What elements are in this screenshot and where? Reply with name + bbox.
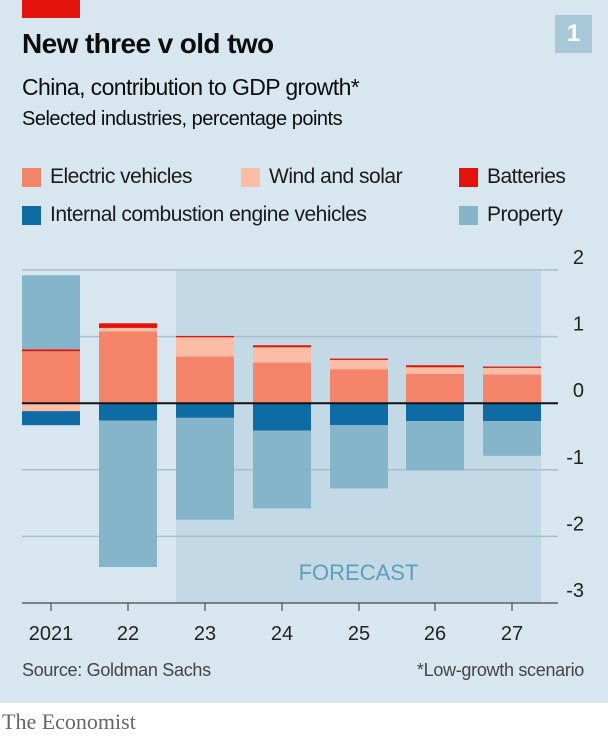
legend-item-wind-solar: Wind and solar xyxy=(241,165,403,189)
y-tick-label: 2 xyxy=(573,247,584,269)
bar-segment-wind-and-solar xyxy=(483,367,541,375)
x-tick-label: 2021 xyxy=(29,623,74,645)
legend-label: Batteries xyxy=(487,165,566,188)
bar-segment-wind-and-solar xyxy=(176,337,234,357)
bar-segment-batteries xyxy=(22,349,80,352)
footnote: *Low-growth scenario xyxy=(416,660,584,680)
x-tick-label: 22 xyxy=(117,623,139,645)
chart-subtitle: China, contribution to GDP growth* xyxy=(22,74,360,100)
legend-swatch xyxy=(22,167,41,187)
legend-item-ice: Internal combustion engine vehicles xyxy=(22,203,367,227)
bar-segment-electric-vehicles xyxy=(176,356,234,404)
bar-segment-property xyxy=(483,421,541,456)
chart-units: Selected industries, percentage points xyxy=(22,108,343,130)
legend-swatch xyxy=(22,205,41,225)
bar-segment-wind-and-solar xyxy=(253,347,311,363)
bar-segment-electric-vehicles xyxy=(253,362,311,404)
bar-segment-batteries xyxy=(99,323,157,328)
x-tick-label: 25 xyxy=(348,623,370,645)
y-tick-label: -2 xyxy=(566,513,584,535)
bar-segment-property xyxy=(406,421,464,471)
bar-segment-wind-and-solar xyxy=(406,367,464,374)
x-tick-label: 23 xyxy=(194,623,216,645)
legend-label: Internal combustion engine vehicles xyxy=(50,203,367,226)
bar-segment-internal-combustion-engine-vehicles xyxy=(406,403,464,422)
legend-item-property: Property xyxy=(459,203,563,227)
bar-segment-wind-and-solar xyxy=(99,327,157,332)
bar-segment-electric-vehicles xyxy=(406,373,464,404)
bar-segment-internal-combustion-engine-vehicles xyxy=(22,411,80,426)
bar-segment-property xyxy=(99,420,157,568)
bar-segment-electric-vehicles xyxy=(99,331,157,404)
chart-title: New three v old two xyxy=(22,28,274,59)
bar-segment-batteries xyxy=(176,335,234,338)
y-tick-label: 0 xyxy=(573,380,584,402)
bar-segment-property xyxy=(253,430,311,509)
bar-segment-property xyxy=(22,275,80,350)
legend-swatch xyxy=(241,167,260,187)
bar-segment-wind-and-solar xyxy=(22,403,80,412)
bar-segment-internal-combustion-engine-vehicles xyxy=(330,403,388,426)
bar-segment-property xyxy=(330,425,388,489)
bar-segment-internal-combustion-engine-vehicles xyxy=(176,403,234,418)
chart-number-badge: 1 xyxy=(555,15,592,53)
stacked-bar-chart: 2 1 0 -1 -2 -3 2021 22 23 24 25 26 27 FORECAST xyxy=(22,247,584,645)
bar-segment-wind-and-solar xyxy=(330,359,388,370)
y-tick-label: -1 xyxy=(566,447,584,469)
source-note: Source: Goldman Sachs xyxy=(22,660,211,680)
bar-segment-batteries xyxy=(330,358,388,360)
bar-segment-electric-vehicles xyxy=(330,369,388,404)
bar-segment-internal-combustion-engine-vehicles xyxy=(483,403,541,422)
x-tick-label: 26 xyxy=(424,623,446,645)
legend-item-batteries: Batteries xyxy=(459,165,566,189)
economist-logo: The Economist xyxy=(2,709,136,734)
legend-swatch xyxy=(459,167,478,187)
bar-segment-electric-vehicles xyxy=(22,351,80,404)
legend-label: Electric vehicles xyxy=(50,165,193,188)
y-tick-label: 1 xyxy=(573,314,584,336)
bar-segment-batteries xyxy=(253,345,311,348)
bar-segment-internal-combustion-engine-vehicles xyxy=(99,403,157,421)
bar-segment-batteries xyxy=(406,365,464,368)
legend-swatch xyxy=(459,205,478,225)
forecast-label: FORECAST xyxy=(299,560,419,585)
bar-segment-electric-vehicles xyxy=(483,374,541,404)
bar-segment-property xyxy=(176,417,234,520)
brand-red-bar xyxy=(22,0,80,18)
y-tick-label: -3 xyxy=(566,580,584,602)
bar-segment-internal-combustion-engine-vehicles xyxy=(253,403,311,431)
x-tick-label: 27 xyxy=(501,623,523,645)
legend-label: Wind and solar xyxy=(269,165,403,188)
bar-segment-batteries xyxy=(483,366,541,368)
legend-item-ev: Electric vehicles xyxy=(22,165,193,189)
x-tick-label: 24 xyxy=(271,623,293,645)
legend-label: Property xyxy=(487,203,563,226)
